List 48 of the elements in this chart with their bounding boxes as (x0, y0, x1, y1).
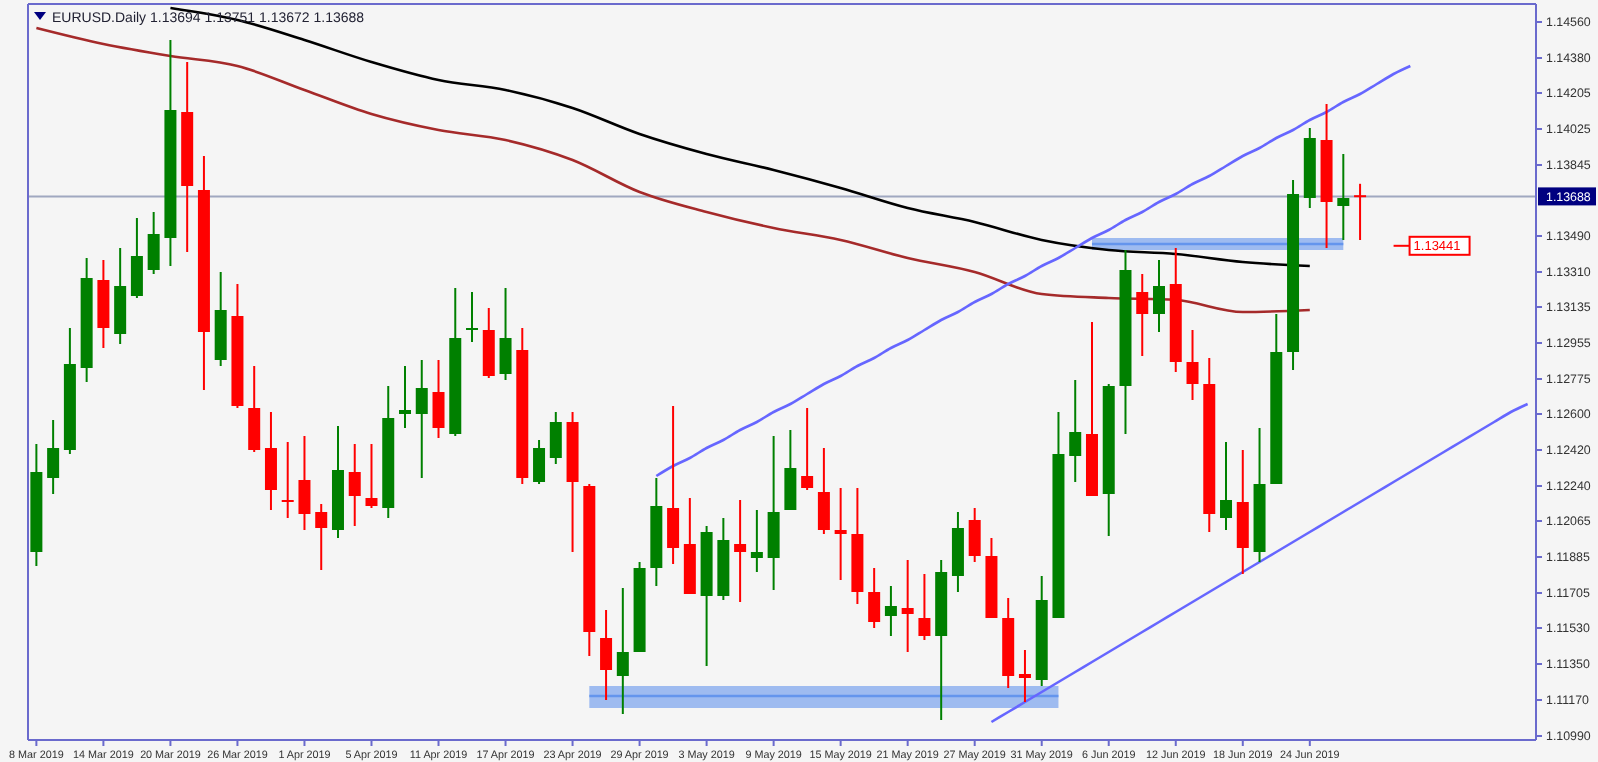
candlestick (616, 587, 629, 715)
candlestick (1337, 153, 1350, 241)
candlestick (767, 435, 780, 591)
candlestick (264, 411, 277, 511)
candlestick (901, 559, 914, 653)
candlestick (1069, 379, 1082, 483)
candlestick (298, 435, 311, 531)
candlestick (97, 259, 110, 349)
candlestick (968, 507, 981, 563)
candlestick (951, 511, 964, 593)
candlestick (1354, 182, 1367, 241)
candlestick (784, 429, 797, 511)
candlestick (1236, 449, 1249, 575)
candlestick (482, 307, 495, 379)
line-series (35, 26, 1312, 314)
candlestick (533, 439, 546, 485)
candlestick (1136, 273, 1149, 357)
candlestick (365, 443, 378, 509)
candlestick (399, 365, 411, 429)
candlestick (248, 365, 261, 453)
candlestick (147, 211, 160, 275)
candlestick (315, 503, 328, 571)
candlestick (734, 499, 747, 603)
candlestick (130, 217, 143, 299)
candlestick (667, 405, 680, 565)
candlestick (1018, 649, 1031, 703)
candlestick (1220, 441, 1233, 531)
candlestick (415, 359, 428, 479)
candlestick (47, 419, 60, 495)
line-series (655, 64, 1412, 478)
candlestick (549, 411, 562, 465)
candlestick (1153, 259, 1165, 333)
candlestick (432, 359, 445, 439)
candlestick (348, 443, 361, 527)
candlestick (114, 247, 127, 345)
candlestick (817, 447, 830, 535)
candlestick (834, 487, 847, 581)
candlestick (281, 441, 294, 519)
candlestick (884, 585, 897, 637)
candlestick (750, 509, 763, 573)
candlestick (868, 567, 881, 629)
candlestick (918, 573, 931, 641)
candlestick (466, 291, 479, 343)
candlestick (801, 407, 814, 491)
candlestick (499, 287, 512, 381)
candlestick (600, 609, 613, 701)
line-series (990, 402, 1529, 724)
candlestick (1186, 329, 1199, 401)
